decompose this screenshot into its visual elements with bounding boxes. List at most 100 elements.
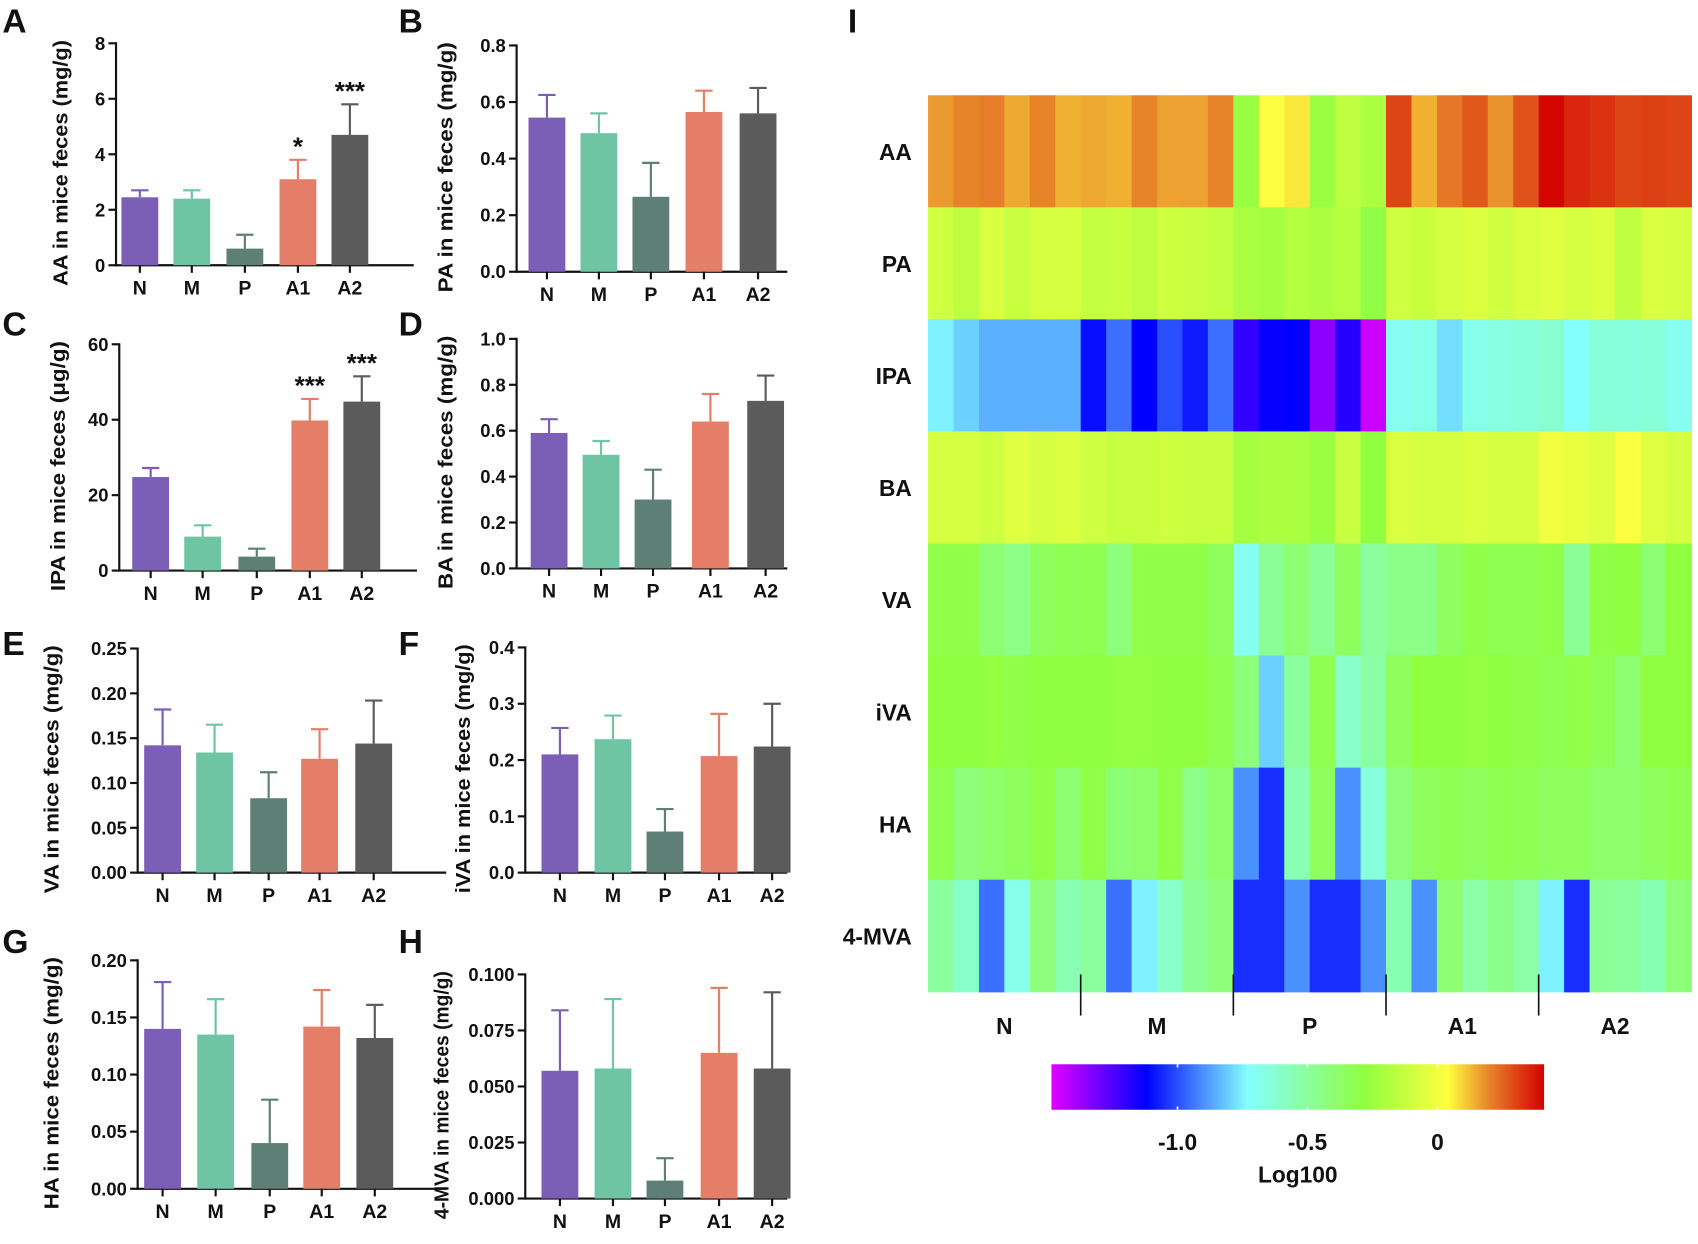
heatmap-cell [1157, 655, 1184, 769]
heatmap-cell [1207, 767, 1235, 881]
heatmap-cell [1284, 95, 1311, 208]
heatmap-cell [1029, 879, 1056, 993]
y-tick-label: 0.25 [91, 638, 127, 659]
heatmap-cell [1436, 767, 1463, 881]
heatmap-cell [953, 207, 980, 321]
heatmap-row-label: iVA [876, 699, 912, 725]
bar-n [144, 1028, 181, 1189]
x-tick-label: P [647, 581, 660, 603]
heatmap-cell [1182, 767, 1209, 881]
heatmap-cell [1309, 207, 1336, 321]
heatmap-cell [1411, 767, 1438, 881]
heatmap-cell [1589, 543, 1616, 657]
panel-letter: I [848, 3, 857, 40]
heatmap-cell [1004, 655, 1031, 769]
bar-a2 [753, 1068, 791, 1199]
heatmap-row-label: PA [882, 251, 912, 277]
heatmap-cell [1589, 95, 1616, 208]
heatmap-cell [1157, 767, 1184, 881]
bar-m [173, 198, 211, 266]
heatmap-cell [1462, 767, 1489, 881]
colorbar-tick-label: -0.5 [1288, 1129, 1327, 1155]
heatmap-cell [1258, 879, 1285, 993]
y-tick-label: 20 [88, 485, 108, 506]
x-tick-label: A2 [349, 583, 374, 605]
heatmap-cell [1182, 655, 1209, 769]
x-tick-label: M [605, 1211, 621, 1233]
y-tick-label: 0.000 [468, 1188, 514, 1209]
heatmap-cell [953, 319, 980, 433]
heatmap-cell [1564, 767, 1591, 881]
heatmap-cell [1640, 879, 1667, 993]
heatmap-cell [1360, 543, 1387, 657]
heatmap-cell [1080, 879, 1107, 993]
heatmap-cell [1564, 95, 1591, 208]
heatmap-cell [1284, 207, 1311, 321]
bar-chart-panel-h: H 0.000 0.025 0.050 0.075 0.100 4-MVA in mice … [399, 924, 791, 1233]
bar-p [250, 798, 288, 873]
heatmap-group-label: M [1148, 1013, 1167, 1039]
colorbar-tick-label: 0 [1431, 1129, 1444, 1155]
heatmap-cell [1131, 543, 1158, 657]
heatmap-cell [1513, 879, 1540, 993]
y-tick-label: 8 [95, 33, 105, 54]
heatmap-cell [1640, 655, 1667, 769]
heatmap-cell [1538, 431, 1565, 545]
heatmap-cell [1004, 207, 1031, 321]
x-tick-label: P [658, 1211, 671, 1233]
heatmap-cell [1386, 95, 1413, 208]
significance-marker: *** [347, 348, 378, 378]
bar-n [132, 477, 170, 571]
heatmap-cell [1614, 655, 1642, 769]
y-tick-label: 0.10 [91, 1064, 127, 1085]
heatmap-cell [928, 431, 955, 545]
bar-p [632, 196, 670, 272]
heatmap-cell [1106, 207, 1133, 321]
panel-letter: C [2, 307, 26, 344]
heatmap-cell [1538, 207, 1565, 321]
y-tick-label: 0.6 [480, 420, 506, 441]
heatmap-cell [1182, 879, 1209, 993]
significance-marker: * [293, 132, 304, 162]
heatmap-cell [928, 767, 955, 881]
heatmap-cell [1360, 319, 1387, 433]
heatmap-cell [1513, 655, 1540, 769]
heatmap-cell [1386, 207, 1413, 321]
heatmap-cell [1386, 543, 1413, 657]
heatmap-cell [1614, 431, 1642, 545]
bar-a2 [747, 400, 785, 569]
panel-letter: D [399, 307, 423, 344]
bar-chart-panel-a: A 0 2 4 6 8 AA in mice feces (mg/g) N M P A1 * A2 *** [2, 3, 414, 299]
heatmap-cell [1157, 207, 1184, 321]
heatmap-cell [1207, 319, 1235, 433]
heatmap-cell [1055, 655, 1082, 769]
heatmap-cell [1386, 319, 1413, 433]
heatmap-cell [953, 879, 980, 993]
heatmap-cell [1080, 655, 1107, 769]
heatmap-cell [1004, 95, 1031, 208]
heatmap-cell [1004, 319, 1031, 433]
x-tick-label: A2 [746, 284, 771, 306]
heatmap-cell [1157, 543, 1184, 657]
panel-letter: E [2, 626, 24, 663]
heatmap-cell [1233, 655, 1260, 769]
heatmap-cell [1436, 879, 1463, 993]
x-tick-label: M [593, 581, 609, 603]
x-tick-label: P [262, 885, 275, 907]
y-tick-label: 0.0 [489, 862, 515, 883]
heatmap-cell [978, 543, 1006, 657]
heatmap-cell [1207, 207, 1235, 321]
heatmap-cell [1487, 431, 1514, 545]
bar-a1 [279, 179, 317, 266]
heatmap-cell [1080, 543, 1107, 657]
heatmap-cell [1640, 319, 1667, 433]
y-axis-label: BA in mice feces (mg/g) [435, 336, 458, 589]
x-tick-label: N [542, 581, 556, 603]
heatmap-cell [1487, 207, 1514, 321]
heatmap-cell [1513, 95, 1540, 208]
heatmap-cell [1360, 767, 1387, 881]
heatmap-cell [1614, 543, 1642, 657]
heatmap-cell [1207, 879, 1235, 993]
heatmap-row-label: BA [879, 475, 912, 501]
bar-m [196, 752, 233, 873]
